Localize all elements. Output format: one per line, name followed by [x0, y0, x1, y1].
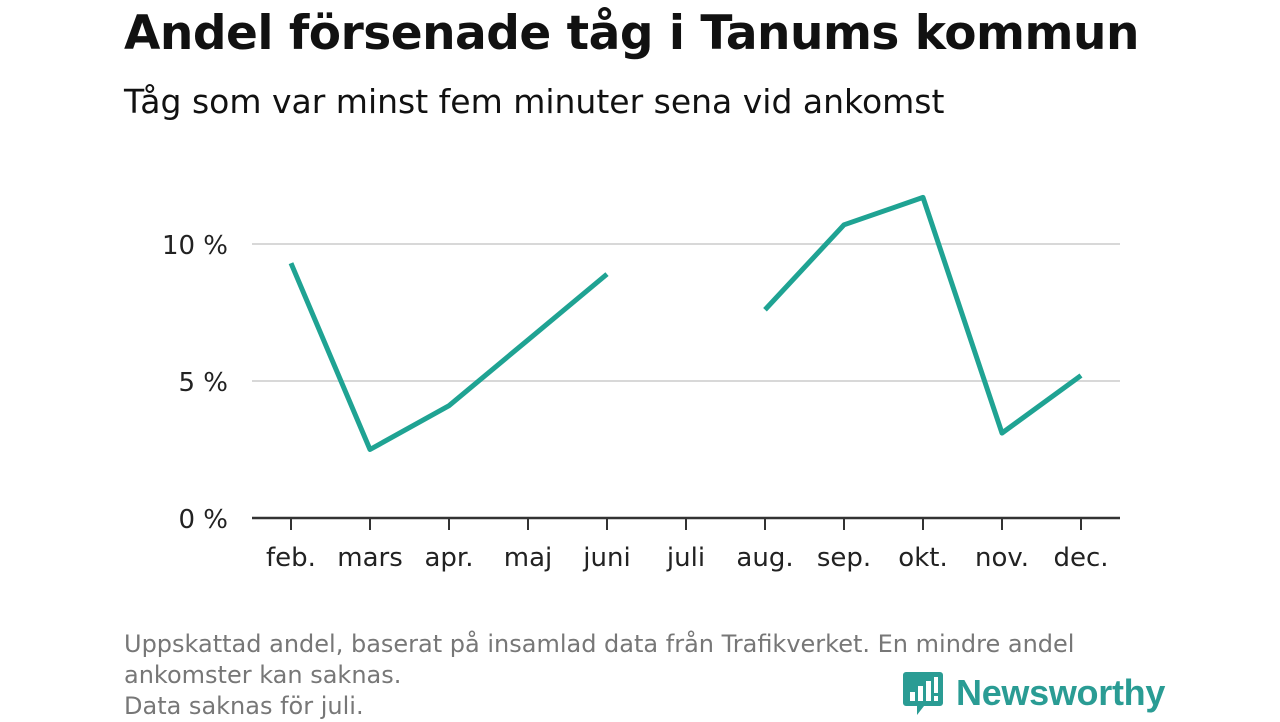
x-axis-tick-labels: feb. mars apr. maj juni juli aug. sep. okt. nov. d…	[266, 543, 1108, 573]
x-tick-label: apr.	[424, 543, 473, 573]
footnote-line: Uppskattad andel, baserat på insamlad da…	[124, 630, 1075, 658]
x-tick-label: sep.	[817, 543, 871, 573]
x-tick-label: dec.	[1053, 543, 1108, 573]
line-chart: 0 % 5 % 10 % feb. mars apr. maj juni juli aug. se…	[162, 194, 1120, 573]
x-tick-label: juli	[666, 543, 705, 573]
x-axis	[252, 516, 1120, 530]
y-tick-label: 5 %	[178, 368, 228, 398]
chart-title: Andel försenade tåg i Tanums kommun	[124, 6, 1139, 61]
x-tick-label: juni	[582, 543, 630, 573]
chart-subtitle: Tåg som var minst fem minuter sena vid a…	[124, 82, 945, 121]
x-tick-label: okt.	[898, 543, 947, 573]
series-line-segment	[288, 262, 609, 452]
x-tick-label: mars	[337, 543, 403, 573]
footnote-line: Data saknas för juli.	[124, 692, 364, 720]
data-series	[288, 194, 1083, 452]
x-tick-label: maj	[504, 543, 552, 573]
series-line-segment	[763, 194, 1083, 436]
x-tick-label: aug.	[736, 543, 793, 573]
brand-name: Newsworthy	[956, 672, 1166, 713]
gridlines	[252, 243, 1120, 382]
y-tick-label: 0 %	[178, 505, 228, 535]
brand-logo: Newsworthy	[902, 670, 1165, 716]
x-tick-label: nov.	[975, 543, 1029, 573]
footnote: Uppskattad andel, baserat på insamlad da…	[124, 629, 1174, 722]
footnote-line: ankomster kan saknas.	[124, 661, 402, 689]
bar-chart-speech-bubble-icon	[903, 672, 943, 715]
x-tick-label: feb.	[266, 543, 316, 573]
y-axis-tick-labels: 0 % 5 % 10 %	[162, 231, 228, 535]
y-tick-label: 10 %	[162, 231, 228, 261]
